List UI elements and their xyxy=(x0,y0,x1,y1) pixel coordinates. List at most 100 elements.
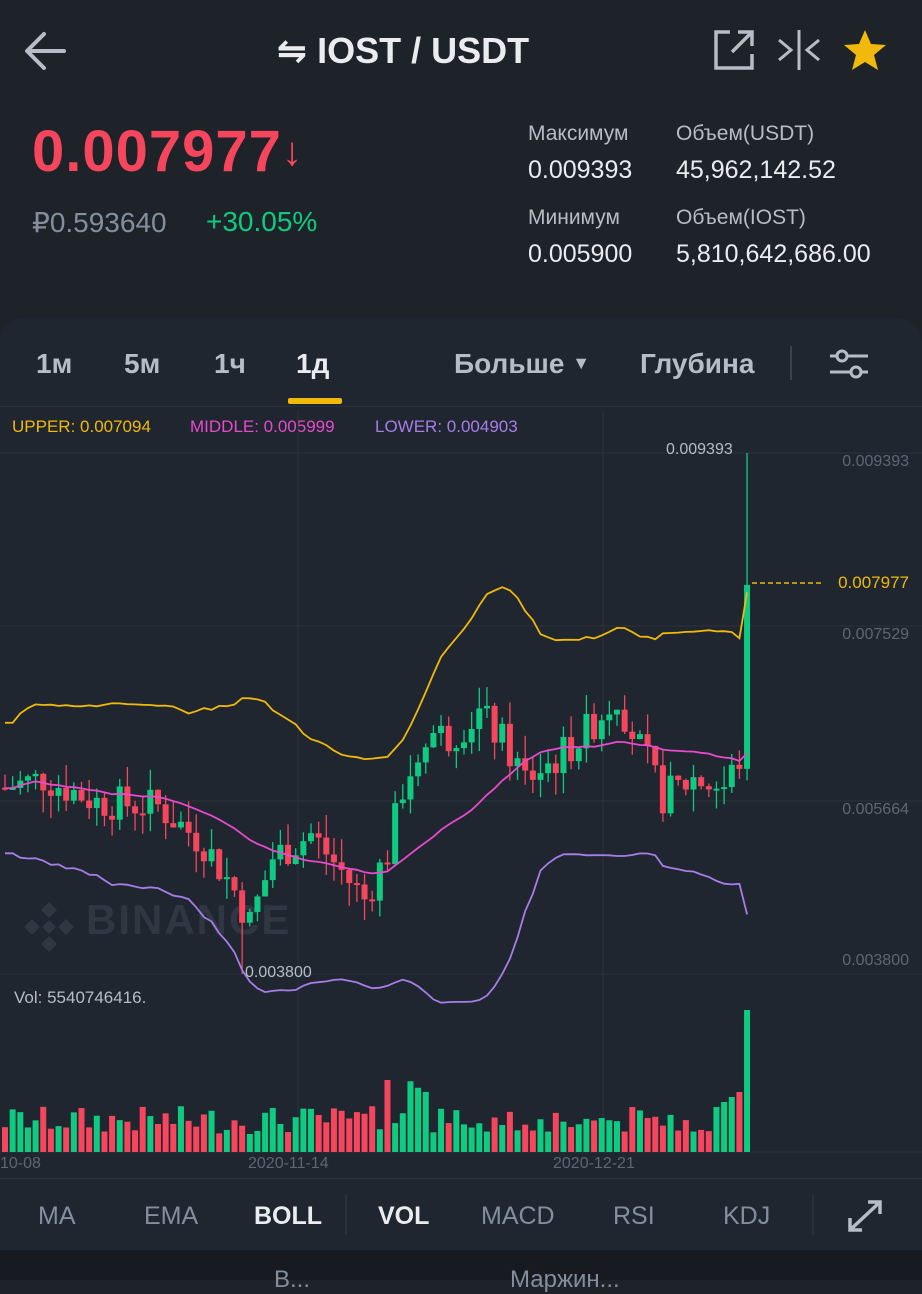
candles xyxy=(2,453,751,974)
candle-body xyxy=(9,787,16,790)
favorite-star-icon[interactable] xyxy=(842,28,888,72)
volume-bar xyxy=(139,1106,146,1152)
volume-bar xyxy=(514,1130,521,1152)
candle-body xyxy=(744,584,751,769)
external-link-icon[interactable] xyxy=(712,28,756,72)
volume-bar xyxy=(728,1097,735,1152)
candle-body xyxy=(422,747,429,763)
volume-bar xyxy=(407,1081,414,1152)
candle-body xyxy=(721,787,728,790)
footer-tab[interactable]: Маржин... xyxy=(510,1266,620,1293)
candle-body xyxy=(239,890,246,923)
indicator-ma[interactable]: MA xyxy=(38,1202,76,1230)
candle-body xyxy=(101,797,108,816)
quote-volume-value: 45,962,142.52 xyxy=(676,156,836,184)
volume-bar xyxy=(476,1123,483,1152)
volume-bar xyxy=(361,1113,368,1152)
back-arrow-icon[interactable] xyxy=(20,28,70,74)
candle-body xyxy=(93,797,100,809)
volume-bar xyxy=(560,1121,567,1152)
candle-body xyxy=(132,806,139,814)
compare-icon[interactable] xyxy=(776,28,822,72)
indicator-ema[interactable]: EMA xyxy=(144,1202,199,1230)
volume-bar xyxy=(453,1110,460,1152)
candle-body xyxy=(177,821,184,828)
volume-bar xyxy=(323,1122,330,1152)
candle-body xyxy=(560,736,567,774)
indicator-rsi[interactable]: RSI xyxy=(613,1202,655,1230)
candle-body xyxy=(583,714,590,749)
boll-upper-value: UPPER: 0.007094 xyxy=(12,417,151,436)
volume-bar xyxy=(629,1107,636,1152)
volume-bar xyxy=(591,1120,598,1152)
indicator-macd[interactable]: MACD xyxy=(481,1202,555,1230)
fullscreen-icon[interactable] xyxy=(842,1196,888,1236)
candle-body xyxy=(231,877,238,891)
indicator-boll[interactable]: BOLL xyxy=(254,1202,323,1230)
candle-body xyxy=(338,862,345,870)
base-volume-value: 5,810,642,686.00 xyxy=(676,240,871,268)
volume-bar xyxy=(461,1124,467,1152)
candle-body xyxy=(216,849,223,880)
volume-bar xyxy=(353,1112,360,1152)
volume-bar xyxy=(698,1129,705,1152)
candle-body xyxy=(376,862,383,901)
y-tick-label: 0.005664 xyxy=(842,801,909,818)
candle-body xyxy=(262,880,269,897)
boll-middle-line xyxy=(4,740,748,875)
candle-body xyxy=(55,788,62,796)
volume-bar xyxy=(415,1087,422,1152)
active-tab-indicator xyxy=(288,398,342,404)
candle-body xyxy=(461,742,467,749)
volume-bar xyxy=(277,1123,284,1152)
candle-body xyxy=(713,788,720,791)
divider xyxy=(0,1178,922,1179)
candle-body xyxy=(728,764,735,788)
candlestick-chart[interactable] xyxy=(0,410,922,1180)
more-label: Больше xyxy=(454,348,565,379)
tab-1m[interactable]: 1м xyxy=(36,348,73,379)
caret-down-icon: ▼ xyxy=(572,353,591,373)
volume-bar xyxy=(705,1131,712,1152)
volume-bars xyxy=(2,1010,751,1152)
footer-tab[interactable]: В... xyxy=(274,1266,311,1293)
volume-bar xyxy=(24,1127,31,1152)
volume-bar xyxy=(529,1130,536,1152)
candle-body xyxy=(223,877,230,880)
tab-1h[interactable]: 1ч xyxy=(214,348,246,379)
candle-body xyxy=(361,884,368,900)
chart-panel xyxy=(0,318,922,1280)
volume-bar xyxy=(369,1106,376,1152)
tab-5m[interactable]: 5м xyxy=(124,348,161,379)
candle-body xyxy=(506,723,513,767)
volume-bar xyxy=(285,1132,292,1152)
candle-body xyxy=(629,731,636,740)
candle-body xyxy=(568,736,575,762)
candle-body xyxy=(269,859,276,881)
candle-body xyxy=(652,745,659,766)
candle-body xyxy=(369,899,376,902)
indicator-kdj[interactable]: KDJ xyxy=(723,1202,771,1230)
pair-title[interactable]: ⇋ IOST / USDT xyxy=(0,30,806,72)
tab-1d[interactable]: 1д xyxy=(296,348,330,379)
low-label: Минимум xyxy=(528,206,620,229)
swap-icon: ⇋ xyxy=(276,30,308,71)
volume-bar xyxy=(55,1126,62,1152)
tab-depth[interactable]: Глубина xyxy=(640,348,755,379)
volume-bar xyxy=(315,1115,322,1152)
candle-body xyxy=(698,777,705,787)
footer-bar xyxy=(0,1250,922,1280)
volume-bar xyxy=(721,1102,728,1152)
candle-body xyxy=(63,788,70,801)
candle-body xyxy=(47,790,54,796)
indicator-vol[interactable]: VOL xyxy=(378,1202,430,1230)
more-intervals-dropdown[interactable]: Больше ▼ xyxy=(454,348,590,380)
candle-body xyxy=(2,787,8,790)
volume-bar xyxy=(744,1010,751,1152)
candle-body xyxy=(147,789,154,814)
chart-settings-icon[interactable] xyxy=(826,344,872,384)
volume-bar xyxy=(2,1127,8,1152)
volume-bar xyxy=(185,1120,192,1152)
y-tick-label: 0.003800 xyxy=(842,952,909,969)
candle-body xyxy=(636,734,643,740)
